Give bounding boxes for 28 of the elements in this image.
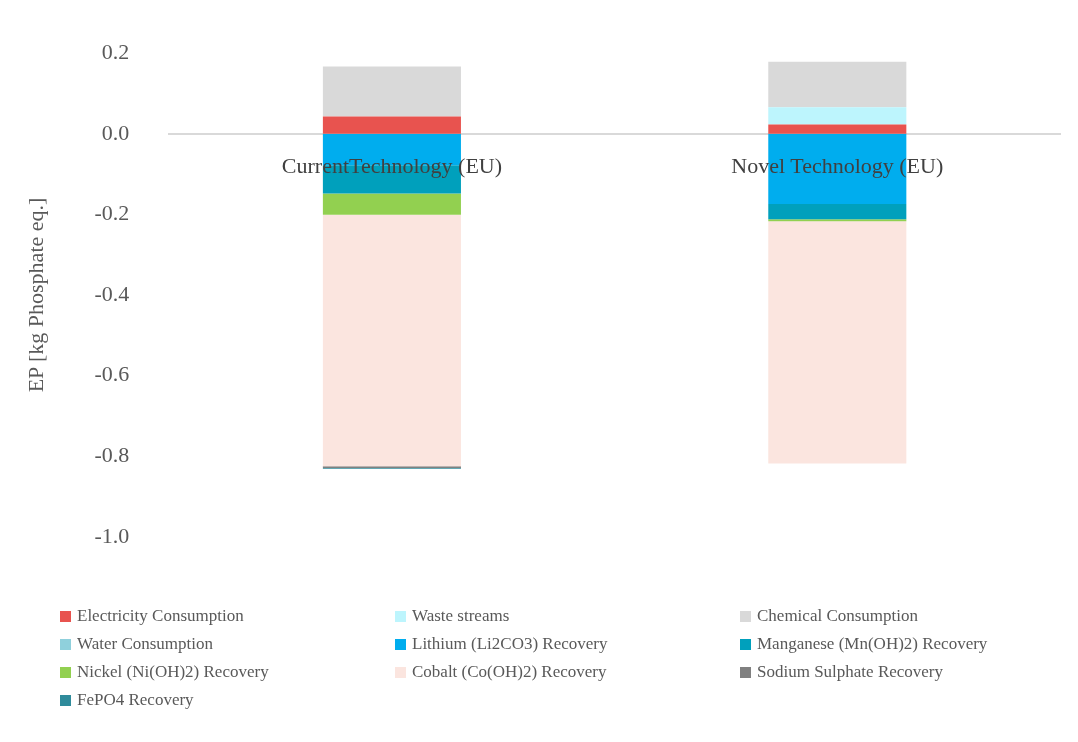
legend-label: FePO4 Recovery	[77, 690, 194, 710]
y-tick-label: 0.0	[101, 119, 130, 145]
legend-label: Sodium Sulphate Recovery	[757, 662, 944, 682]
y-tick-label: -0.8	[94, 441, 130, 467]
bar	[322, 214, 461, 467]
y-tick-label: -1.0	[94, 522, 130, 548]
bar	[768, 221, 907, 464]
y-tick-label: -0.6	[94, 361, 130, 387]
legend-label: Chemical Consumption	[757, 606, 919, 626]
y-tick-label: -0.4	[94, 280, 130, 306]
bar	[322, 193, 461, 215]
legend-label: Electricity Consumption	[77, 606, 244, 626]
legend-label: Cobalt (Co(OH)2) Recovery	[412, 662, 607, 682]
bar	[768, 124, 907, 134]
y-tick-label: -0.2	[94, 200, 130, 226]
legend-label: Nickel (Ni(OH)2) Recovery	[77, 662, 269, 682]
bar	[768, 107, 907, 125]
bar	[322, 66, 461, 117]
y-axis-title: EP [kg Phosphate eq.]	[22, 197, 48, 393]
legend-label: Waste streams	[412, 606, 510, 626]
bar	[768, 203, 907, 220]
legend-label: Manganese (Mn(OH)2) Recovery	[757, 634, 988, 654]
legend-label: Lithium (Li2CO3) Recovery	[412, 634, 608, 654]
bar	[322, 116, 461, 134]
bar	[768, 219, 907, 222]
y-tick-label: 0.2	[101, 38, 130, 64]
bar	[768, 61, 907, 108]
legend-label: Water Consumption	[77, 634, 214, 654]
